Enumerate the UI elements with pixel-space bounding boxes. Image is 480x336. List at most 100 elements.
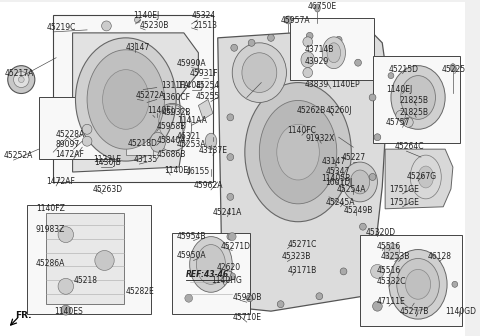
Ellipse shape — [396, 111, 406, 120]
Text: 45230B: 45230B — [139, 21, 169, 30]
Text: 21825B: 21825B — [400, 96, 429, 106]
Text: 45255: 45255 — [195, 92, 220, 101]
Text: 45954B: 45954B — [177, 232, 206, 241]
Text: 21825B: 21825B — [400, 108, 429, 117]
Bar — [172, 233, 250, 314]
Text: 42620: 42620 — [217, 263, 241, 272]
Ellipse shape — [134, 17, 140, 23]
Text: 43253B: 43253B — [380, 252, 410, 261]
Ellipse shape — [327, 43, 341, 63]
Ellipse shape — [13, 72, 29, 88]
Ellipse shape — [306, 32, 313, 39]
Text: 89097: 89097 — [55, 140, 79, 149]
Text: 45263D: 45263D — [93, 185, 123, 194]
Text: 45516: 45516 — [376, 242, 401, 251]
Text: 45271D: 45271D — [221, 242, 251, 251]
Text: 45218D: 45218D — [128, 139, 157, 148]
Text: 45950A: 45950A — [177, 251, 207, 260]
Text: 45958B: 45958B — [157, 122, 186, 131]
Text: 1140FC: 1140FC — [288, 126, 316, 135]
Text: 45252A: 45252A — [4, 151, 33, 160]
Ellipse shape — [248, 39, 255, 46]
Text: 45840A: 45840A — [157, 136, 186, 145]
Text: 1123LE: 1123LE — [93, 155, 121, 164]
Ellipse shape — [303, 68, 312, 78]
Text: 45219C: 45219C — [47, 23, 76, 32]
Ellipse shape — [227, 154, 234, 161]
Text: 45277B: 45277B — [400, 307, 429, 316]
Text: 1360CF: 1360CF — [162, 93, 191, 102]
Text: 45254A: 45254A — [337, 185, 366, 194]
Text: 45957A: 45957A — [281, 16, 310, 25]
Ellipse shape — [371, 264, 384, 278]
Text: 1472AF: 1472AF — [47, 177, 75, 186]
Ellipse shape — [316, 293, 323, 300]
Text: 1601DJ: 1601DJ — [325, 178, 352, 187]
Bar — [372, 56, 460, 143]
Bar — [126, 131, 153, 155]
Ellipse shape — [95, 251, 114, 270]
Text: 1472AF: 1472AF — [55, 150, 84, 159]
Polygon shape — [72, 33, 198, 172]
Ellipse shape — [343, 162, 377, 202]
Text: 45286A: 45286A — [36, 259, 65, 268]
Ellipse shape — [102, 21, 111, 31]
Ellipse shape — [185, 294, 192, 302]
Text: 46128: 46128 — [428, 252, 452, 261]
Text: 1140EJ: 1140EJ — [165, 166, 191, 175]
Text: 45271C: 45271C — [288, 240, 317, 249]
Polygon shape — [385, 149, 453, 209]
Ellipse shape — [277, 124, 319, 180]
Text: 45249B: 45249B — [344, 206, 373, 215]
Text: 45932B: 45932B — [162, 108, 191, 117]
Ellipse shape — [388, 73, 394, 79]
Ellipse shape — [322, 37, 346, 69]
Text: 45267G: 45267G — [407, 172, 437, 181]
Text: 1140EJ: 1140EJ — [177, 81, 204, 89]
Polygon shape — [218, 28, 387, 311]
Text: 45217A: 45217A — [5, 69, 34, 78]
Ellipse shape — [150, 132, 166, 152]
Ellipse shape — [389, 250, 447, 319]
Text: 45990A: 45990A — [177, 59, 207, 68]
Text: 45282E: 45282E — [126, 287, 155, 296]
Ellipse shape — [246, 295, 253, 302]
Ellipse shape — [245, 83, 351, 222]
Ellipse shape — [227, 114, 234, 121]
Text: 11405B: 11405B — [321, 174, 350, 183]
Text: 45757: 45757 — [386, 118, 410, 127]
Text: 43171B: 43171B — [288, 266, 317, 276]
Text: 45245A: 45245A — [325, 198, 355, 207]
Text: 45710E: 45710E — [232, 313, 261, 322]
Text: 1140FZ: 1140FZ — [36, 204, 65, 213]
Ellipse shape — [450, 64, 456, 72]
Text: 43714B: 43714B — [305, 45, 334, 54]
Text: 45215D: 45215D — [389, 65, 419, 74]
Ellipse shape — [418, 166, 433, 188]
Ellipse shape — [314, 4, 320, 12]
Ellipse shape — [232, 43, 287, 102]
Ellipse shape — [303, 37, 312, 47]
Text: 43147: 43147 — [126, 43, 150, 52]
Text: 45260J: 45260J — [325, 107, 352, 115]
Text: 45228A: 45228A — [55, 130, 84, 139]
Text: 45931F: 45931F — [190, 69, 218, 78]
Ellipse shape — [205, 133, 217, 149]
Text: 45686B: 45686B — [157, 150, 186, 159]
Text: 45253A: 45253A — [177, 140, 206, 149]
Text: 45241A: 45241A — [213, 208, 242, 217]
Bar — [47, 213, 124, 304]
Ellipse shape — [285, 16, 292, 24]
Ellipse shape — [301, 52, 314, 68]
Ellipse shape — [404, 117, 413, 127]
Text: 45262B: 45262B — [297, 107, 326, 115]
Ellipse shape — [406, 269, 431, 299]
Ellipse shape — [355, 59, 361, 66]
Ellipse shape — [82, 124, 92, 134]
Text: 45347: 45347 — [325, 167, 349, 176]
Text: 45962A: 45962A — [193, 181, 223, 190]
Ellipse shape — [452, 281, 458, 287]
Ellipse shape — [401, 76, 435, 119]
Text: 1140EJ: 1140EJ — [147, 107, 173, 115]
Text: 45324: 45324 — [192, 11, 216, 20]
